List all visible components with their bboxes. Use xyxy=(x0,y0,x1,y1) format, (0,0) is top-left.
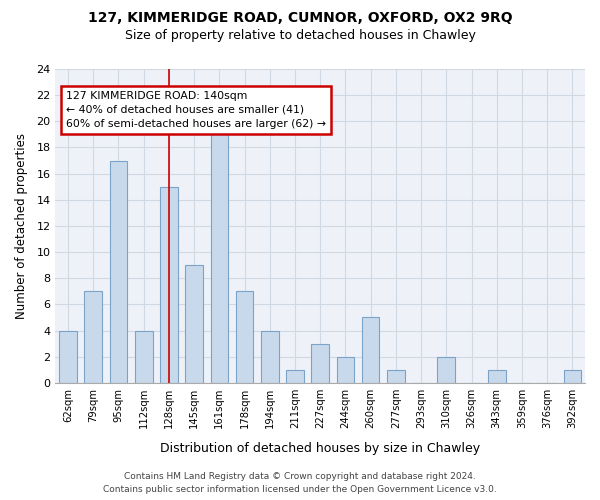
Bar xyxy=(110,160,127,383)
Bar xyxy=(488,370,506,383)
Y-axis label: Number of detached properties: Number of detached properties xyxy=(15,133,28,319)
X-axis label: Distribution of detached houses by size in Chawley: Distribution of detached houses by size … xyxy=(160,442,480,455)
Bar xyxy=(362,318,379,383)
Bar xyxy=(185,265,203,383)
Bar xyxy=(387,370,404,383)
Text: 127 KIMMERIDGE ROAD: 140sqm
← 40% of detached houses are smaller (41)
60% of sem: 127 KIMMERIDGE ROAD: 140sqm ← 40% of det… xyxy=(66,91,326,129)
Bar xyxy=(85,292,102,383)
Bar xyxy=(59,330,77,383)
Bar xyxy=(437,356,455,383)
Bar xyxy=(211,122,228,383)
Bar xyxy=(286,370,304,383)
Text: Contains HM Land Registry data © Crown copyright and database right 2024.
Contai: Contains HM Land Registry data © Crown c… xyxy=(103,472,497,494)
Bar xyxy=(563,370,581,383)
Bar xyxy=(311,344,329,383)
Bar xyxy=(337,356,354,383)
Bar xyxy=(236,292,253,383)
Bar xyxy=(261,330,278,383)
Bar xyxy=(135,330,152,383)
Text: 127, KIMMERIDGE ROAD, CUMNOR, OXFORD, OX2 9RQ: 127, KIMMERIDGE ROAD, CUMNOR, OXFORD, OX… xyxy=(88,11,512,25)
Text: Size of property relative to detached houses in Chawley: Size of property relative to detached ho… xyxy=(125,29,475,42)
Bar xyxy=(160,186,178,383)
